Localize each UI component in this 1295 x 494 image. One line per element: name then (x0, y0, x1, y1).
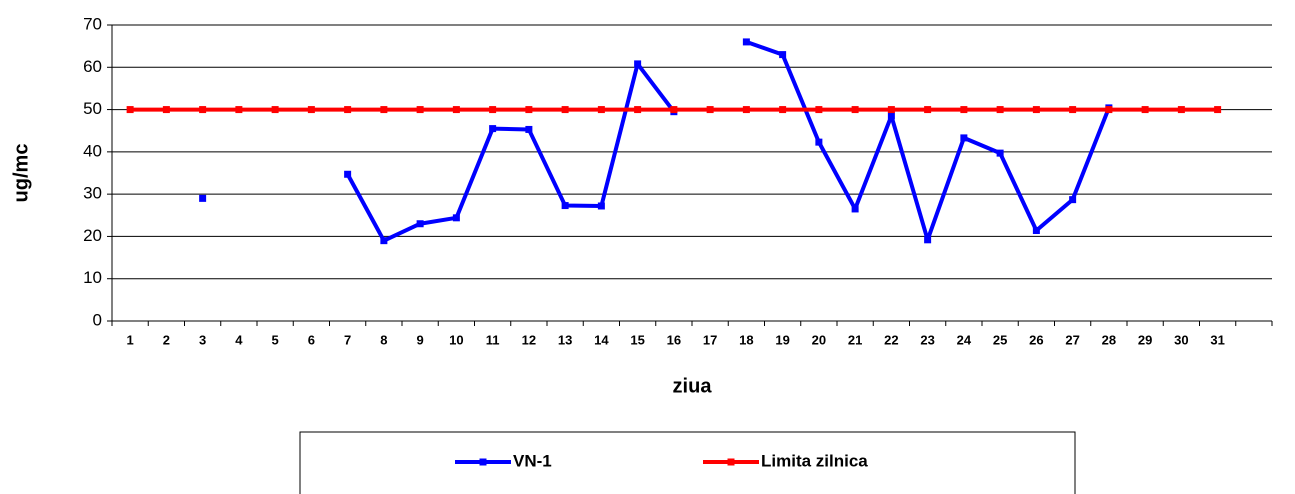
y-axis-label: ug/mc (10, 144, 32, 203)
marker (307, 106, 315, 114)
x-tick-label: 26 (1029, 332, 1043, 347)
x-tick-label: 25 (993, 332, 1007, 347)
x-tick-label: 28 (1102, 332, 1116, 347)
marker (1032, 106, 1040, 114)
marker (887, 106, 895, 114)
marker (670, 106, 678, 114)
y-tick-label: 10 (83, 268, 102, 287)
marker (561, 202, 569, 210)
marker (344, 106, 352, 114)
x-tick-label: 11 (486, 332, 500, 347)
x-tick-label: 31 (1210, 332, 1224, 347)
y-tick-label: 20 (83, 226, 102, 245)
legend-marker (479, 458, 487, 466)
x-tick-label: 29 (1138, 332, 1152, 347)
marker (1141, 106, 1149, 114)
marker (1032, 227, 1040, 235)
y-tick-label: 50 (83, 99, 102, 118)
x-tick-label: 9 (417, 332, 424, 347)
marker (452, 214, 460, 222)
marker (1105, 106, 1113, 114)
marker (851, 205, 859, 213)
x-tick-label: 14 (594, 332, 609, 347)
marker (489, 106, 497, 114)
y-tick-label: 70 (83, 14, 102, 33)
x-tick-label: 27 (1065, 332, 1079, 347)
x-tick-label: 16 (667, 332, 681, 347)
marker (271, 106, 279, 114)
x-tick-label: 15 (630, 332, 644, 347)
marker (199, 106, 207, 114)
marker (525, 106, 533, 114)
legend-label: Limita zilnica (761, 451, 868, 470)
marker (126, 106, 134, 114)
marker (996, 149, 1004, 157)
marker (960, 134, 968, 142)
marker (344, 170, 352, 178)
x-tick-label: 10 (449, 332, 463, 347)
x-tick-label: 4 (235, 332, 243, 347)
legend-label: VN-1 (513, 451, 552, 470)
x-tick-label: 12 (522, 332, 536, 347)
x-tick-label: 21 (848, 332, 862, 347)
marker (597, 202, 605, 210)
x-tick-label: 7 (344, 332, 351, 347)
marker (634, 60, 642, 68)
x-tick-label: 1 (127, 332, 134, 347)
marker (779, 106, 787, 114)
marker (742, 38, 750, 46)
x-tick-label: 17 (703, 332, 717, 347)
marker (960, 106, 968, 114)
marker (924, 106, 932, 114)
x-tick-label: 8 (380, 332, 387, 347)
marker (380, 237, 388, 245)
x-tick-label: 19 (775, 332, 789, 347)
marker (851, 106, 859, 114)
marker (1177, 106, 1185, 114)
marker (489, 125, 497, 133)
marker (199, 194, 207, 202)
marker (525, 125, 533, 133)
x-tick-label: 30 (1174, 332, 1188, 347)
legend-marker (727, 458, 735, 466)
x-tick-label: 18 (739, 332, 753, 347)
marker (1214, 106, 1222, 114)
x-tick-label: 6 (308, 332, 315, 347)
marker (779, 51, 787, 59)
y-tick-label: 60 (83, 57, 102, 76)
marker (597, 106, 605, 114)
y-tick-label: 40 (83, 141, 102, 160)
marker (416, 220, 424, 228)
series-line (345, 40, 1111, 243)
marker (996, 106, 1004, 114)
marker (634, 106, 642, 114)
x-tick-label: 13 (558, 332, 572, 347)
x-tick-label: 24 (957, 332, 972, 347)
marker (924, 236, 932, 244)
marker (815, 138, 823, 146)
marker (742, 106, 750, 114)
x-axis-label: ziua (673, 375, 713, 397)
marker (452, 106, 460, 114)
marker (162, 106, 170, 114)
x-tick-label: 23 (920, 332, 934, 347)
y-tick-label: 30 (83, 184, 102, 203)
y-tick-label: 0 (93, 310, 102, 329)
marker (235, 106, 243, 114)
marker (1069, 196, 1077, 204)
x-tick-label: 2 (163, 332, 170, 347)
marker (380, 106, 388, 114)
x-tick-label: 22 (884, 332, 898, 347)
marker (1069, 106, 1077, 114)
marker (416, 106, 424, 114)
marker (706, 106, 714, 114)
marker (815, 106, 823, 114)
x-tick-label: 3 (199, 332, 206, 347)
x-tick-label: 5 (272, 332, 279, 347)
legend-box (299, 431, 1076, 494)
x-tick-label: 20 (812, 332, 826, 347)
marker (887, 112, 895, 120)
marker (561, 106, 569, 114)
